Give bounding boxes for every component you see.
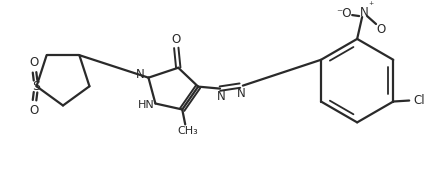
Text: N: N bbox=[217, 90, 225, 103]
Text: O: O bbox=[29, 104, 38, 117]
Text: CH₃: CH₃ bbox=[178, 126, 198, 136]
Text: O: O bbox=[377, 23, 385, 36]
Text: Cl: Cl bbox=[413, 94, 425, 107]
Text: N: N bbox=[236, 87, 245, 100]
Text: O: O bbox=[171, 33, 181, 46]
Text: N: N bbox=[136, 68, 145, 81]
Text: ⁺: ⁺ bbox=[369, 1, 373, 11]
Text: HN: HN bbox=[138, 100, 155, 110]
Text: ⁻O: ⁻O bbox=[336, 7, 352, 20]
Text: O: O bbox=[29, 56, 38, 69]
Text: N: N bbox=[360, 6, 369, 18]
Text: S: S bbox=[33, 80, 41, 93]
